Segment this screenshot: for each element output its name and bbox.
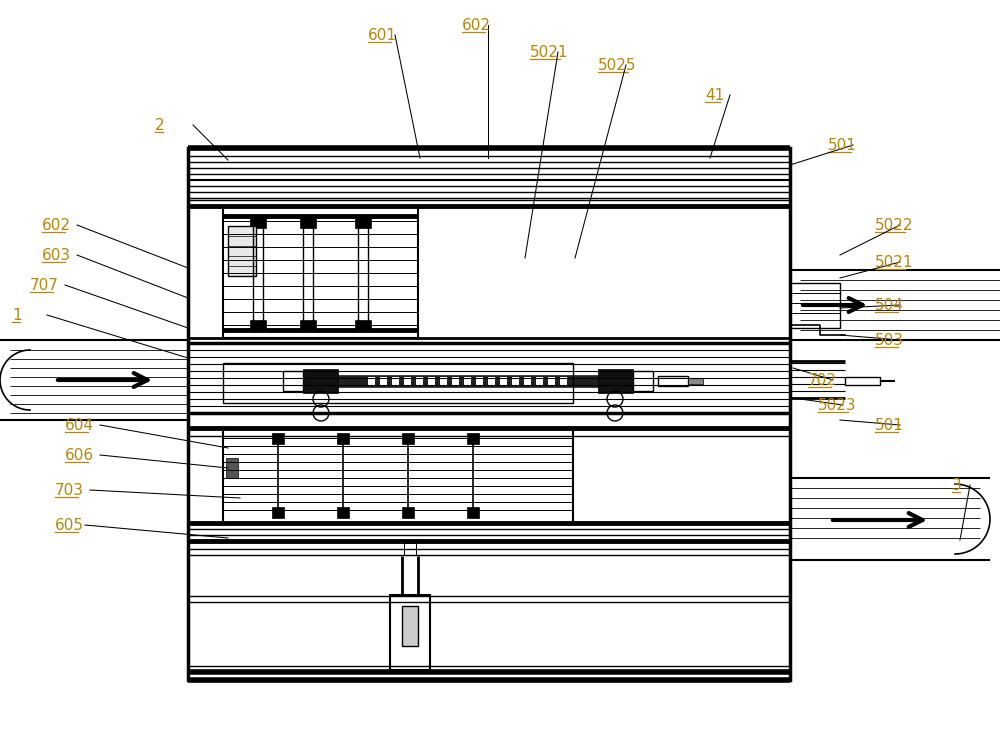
- Bar: [250, 216, 266, 228]
- Bar: [633, 371, 653, 391]
- Bar: [440, 377, 447, 385]
- Text: 504: 504: [875, 298, 904, 313]
- Bar: [464, 377, 471, 385]
- Text: 5025: 5025: [598, 58, 637, 73]
- Bar: [390, 595, 430, 670]
- Bar: [392, 377, 399, 385]
- Bar: [368, 377, 375, 385]
- Text: 501: 501: [828, 138, 857, 153]
- Bar: [560, 377, 567, 385]
- Bar: [488, 377, 495, 385]
- Text: 702: 702: [808, 373, 837, 388]
- Text: 606: 606: [65, 448, 94, 463]
- Bar: [228, 226, 256, 276]
- Bar: [272, 433, 284, 444]
- Bar: [355, 320, 371, 330]
- Bar: [428, 377, 435, 385]
- Bar: [355, 216, 371, 228]
- Bar: [467, 507, 479, 518]
- Text: 3: 3: [952, 478, 962, 493]
- Text: 602: 602: [42, 218, 71, 233]
- Bar: [524, 377, 531, 385]
- Text: 5023: 5023: [818, 398, 857, 413]
- Bar: [337, 507, 349, 518]
- Bar: [452, 377, 459, 385]
- Text: 5022: 5022: [875, 218, 914, 233]
- Bar: [283, 371, 303, 391]
- Text: 501: 501: [875, 418, 904, 433]
- Bar: [188, 148, 790, 680]
- Bar: [790, 283, 840, 328]
- Bar: [548, 377, 555, 385]
- Bar: [845, 377, 880, 385]
- Bar: [536, 377, 543, 385]
- Text: 5021: 5021: [875, 255, 914, 270]
- Bar: [300, 320, 316, 330]
- Bar: [333, 375, 603, 387]
- Text: 707: 707: [30, 278, 59, 293]
- Bar: [476, 377, 483, 385]
- Text: 503: 503: [875, 333, 904, 348]
- Text: 604: 604: [65, 418, 94, 433]
- Bar: [380, 377, 387, 385]
- Text: 41: 41: [705, 88, 724, 103]
- Bar: [404, 543, 416, 555]
- Bar: [226, 458, 238, 478]
- Bar: [250, 320, 266, 330]
- Text: 703: 703: [55, 483, 84, 498]
- Bar: [337, 433, 349, 444]
- Bar: [223, 428, 573, 523]
- Text: 603: 603: [42, 248, 71, 263]
- Bar: [223, 363, 573, 403]
- Text: 605: 605: [55, 518, 84, 533]
- Bar: [300, 216, 316, 228]
- Bar: [223, 206, 418, 338]
- Bar: [512, 377, 519, 385]
- Bar: [402, 606, 418, 646]
- Bar: [272, 507, 284, 518]
- Bar: [303, 369, 338, 393]
- Bar: [658, 376, 688, 386]
- Text: 601: 601: [368, 28, 397, 43]
- Text: 5021: 5021: [530, 45, 568, 60]
- Bar: [402, 433, 414, 444]
- Text: 602: 602: [462, 18, 491, 33]
- Bar: [416, 377, 423, 385]
- Bar: [500, 377, 507, 385]
- Bar: [598, 369, 633, 393]
- Bar: [688, 378, 703, 384]
- Bar: [404, 377, 411, 385]
- Bar: [467, 433, 479, 444]
- Bar: [402, 507, 414, 518]
- Text: 2: 2: [155, 118, 165, 133]
- Text: 1: 1: [12, 308, 22, 323]
